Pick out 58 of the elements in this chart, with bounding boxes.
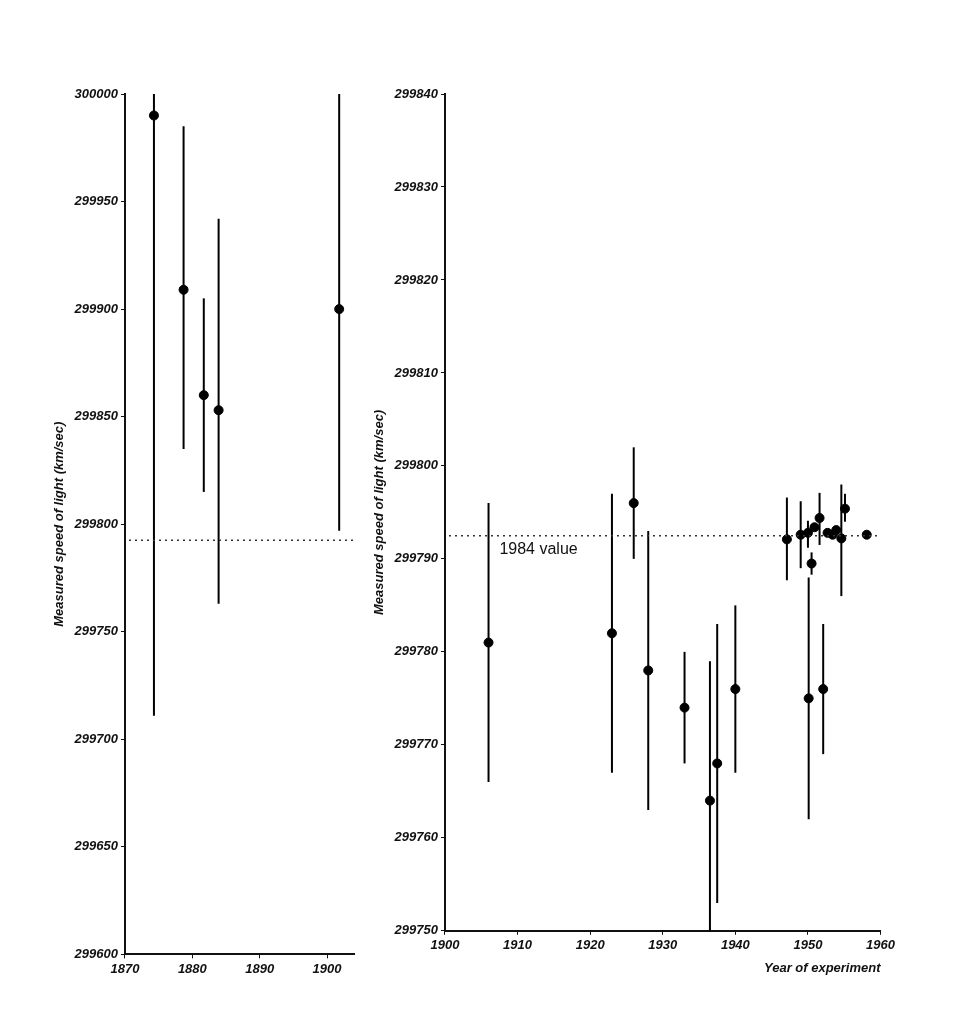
point [704, 795, 715, 806]
x-tick-label: 1880 [177, 960, 208, 976]
ref-line-label: 1984 value [499, 540, 578, 558]
y-tick-label: 300000 [74, 85, 119, 101]
y-tick-label: 299810 [393, 364, 439, 380]
y-tick-label: 299850 [73, 408, 119, 424]
point [861, 529, 872, 540]
point [809, 522, 820, 533]
point [839, 503, 850, 514]
y-tick-label: 299750 [393, 922, 439, 938]
point [712, 758, 723, 769]
x-tick-label: 1930 [648, 937, 678, 953]
point [178, 284, 189, 295]
y-tick-label: 299950 [73, 193, 119, 209]
point [803, 693, 814, 704]
point [483, 637, 494, 648]
x-tick-label: 1960 [866, 937, 896, 953]
point [814, 512, 825, 523]
point [679, 702, 690, 713]
point [213, 405, 224, 416]
x-tick-label: 1890 [245, 960, 275, 976]
y-tick-label: 299600 [73, 945, 119, 961]
y-tick-label: 299760 [393, 829, 439, 845]
x-tick-label: 1920 [575, 937, 606, 953]
x-tick-label: 1950 [793, 937, 824, 953]
point [781, 534, 792, 545]
point [802, 527, 813, 538]
y-tick-label: 299830 [393, 178, 439, 194]
point [730, 684, 741, 695]
point [806, 558, 817, 569]
y-tick-label: 299700 [73, 730, 119, 746]
point [198, 390, 209, 401]
x-tick-label: 1910 [503, 937, 533, 953]
x-tick-label: 1940 [720, 937, 751, 953]
y-tick-label: 299820 [393, 271, 439, 287]
y-tick-label: 299770 [393, 736, 439, 752]
point [831, 525, 842, 536]
x-tick-label: 1900 [430, 937, 461, 953]
y-axis-title: Measured speed of light (km/sec) [371, 409, 387, 615]
point [606, 628, 617, 639]
point [628, 498, 639, 509]
y-tick-label: 299800 [393, 457, 439, 473]
y-tick-label: 299800 [73, 515, 119, 531]
x-tick-label: 1870 [110, 960, 141, 976]
y-tick-label: 299840 [393, 85, 439, 101]
y-tick-label: 299790 [393, 550, 439, 566]
point [818, 684, 829, 695]
point [148, 110, 159, 121]
point [643, 665, 654, 676]
y-tick-label: 299750 [73, 623, 119, 639]
x-axis-title: Year of experiment [763, 959, 882, 975]
y-tick-label: 299900 [73, 300, 119, 316]
point [334, 304, 345, 315]
y-tick-label: 299650 [73, 838, 119, 854]
y-axis-title: Measured speed of light (km/sec) [51, 421, 67, 627]
y-tick-label: 299780 [393, 643, 439, 659]
point [836, 533, 847, 544]
x-tick-label: 1900 [312, 960, 343, 976]
